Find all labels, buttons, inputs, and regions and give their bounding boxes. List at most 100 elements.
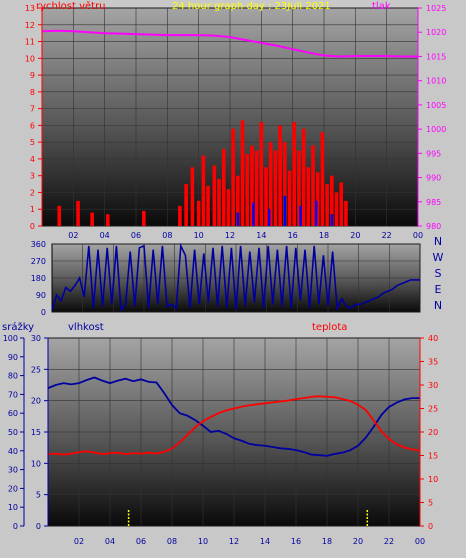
- climate-x-tick-label: 16: [291, 537, 301, 546]
- direction-tick-label: 360: [31, 240, 46, 249]
- wind-bar: [268, 142, 273, 226]
- wind-bar: [254, 150, 259, 226]
- pressure-right-tick-label: 980: [426, 222, 441, 231]
- rain-tick-label: 60: [8, 409, 18, 418]
- temperature-tick-label: 0: [428, 522, 433, 531]
- wind-left-tick-label: 4: [30, 155, 35, 164]
- wind-bar: [217, 179, 221, 226]
- climate-x-tick-label: 14: [260, 537, 270, 546]
- wind-left-tick-label: 8: [30, 88, 35, 97]
- wind-grid: [42, 7, 419, 227]
- climate-x-tick-label: 20: [353, 537, 363, 546]
- wind-left-tick-label: 0: [30, 222, 35, 231]
- wind-bar: [278, 125, 282, 226]
- climate-x-axis: 02 04 06 08 10 12 14 16 18 20 22 00: [74, 537, 425, 546]
- wind-bar: [273, 150, 278, 226]
- direction-left-axis: 0 90 180 270 360: [31, 240, 46, 317]
- pressure-right-tick-label: 995: [426, 149, 441, 158]
- wind-x-tick-label: 14: [256, 231, 266, 240]
- pressure-series: [41, 29, 418, 58]
- gust-series: [236, 195, 334, 226]
- wind-bar: [315, 172, 320, 226]
- gust-bar: [299, 205, 302, 226]
- wind-bar: [236, 175, 240, 226]
- wind-bar: [264, 167, 268, 226]
- humidity-tick-label: 10: [31, 459, 41, 468]
- temperature-tick-label: 30: [428, 381, 438, 390]
- direction-tick-label: 90: [36, 291, 46, 300]
- temperature-series: [47, 395, 421, 456]
- rain-axis: 0 10 20 30 40 50 60 70 80 90 100: [3, 334, 25, 531]
- chart-title: 24 hour graph day : 23Juli 2021: [172, 1, 331, 12]
- wind-bar: [201, 155, 206, 226]
- wind-x-tick-label: 20: [350, 231, 360, 240]
- temperature-tick-label: 35: [428, 358, 438, 367]
- climate-x-tick-label: 08: [167, 537, 177, 546]
- humidity-tick-label: 5: [36, 491, 41, 500]
- wind-bar: [250, 145, 254, 226]
- humidity-tick-label: 30: [31, 334, 41, 343]
- climate-x-tick-label: 06: [136, 537, 146, 546]
- temperature-tick-label: 40: [428, 334, 438, 343]
- gust-bar: [283, 195, 287, 226]
- gust-bar: [267, 209, 271, 226]
- compass-label: E: [435, 283, 442, 296]
- gust-bar: [252, 202, 255, 226]
- wind-bar: [344, 200, 348, 226]
- climate-x-tick-label: 12: [229, 537, 239, 546]
- rain-tick-label: 90: [8, 353, 18, 362]
- wind-bar: [259, 122, 264, 226]
- wind-left-tick-label: 9: [30, 71, 35, 80]
- compass-label: N: [434, 235, 442, 248]
- rain-tick-label: 20: [8, 484, 18, 493]
- wind-bar: [142, 210, 146, 226]
- wind-x-tick-label: 08: [162, 231, 172, 240]
- wind-bar: [178, 205, 182, 226]
- wind-bar: [287, 170, 292, 226]
- wind-left-tick-label: 12: [25, 21, 35, 30]
- wind-x-tick-label: 12: [225, 231, 235, 240]
- wind-x-tick-label: 18: [319, 231, 329, 240]
- pressure-right-tick-label: 1005: [426, 101, 446, 110]
- rain-tick-label: 80: [8, 372, 18, 381]
- wind-bar: [106, 214, 110, 226]
- gust-bar: [330, 214, 334, 226]
- humidity-axis: 0 5 10 15 20 25 30: [31, 334, 49, 531]
- rain-tick-label: 70: [8, 390, 18, 399]
- wind-x-tick-label: 04: [100, 231, 110, 240]
- pressure-right-tick-label: 1015: [426, 52, 446, 61]
- rain-tick-label: 100: [3, 334, 18, 343]
- wind-left-tick-label: 13: [25, 4, 35, 13]
- climate-x-tick-label: 04: [105, 537, 115, 546]
- wind-bar: [190, 167, 195, 226]
- wind-left-tick-label: 11: [25, 38, 35, 47]
- wind-x-tick-label: 00: [413, 231, 423, 240]
- temperature-tick-label: 15: [428, 452, 438, 461]
- compass-label: N: [434, 299, 442, 312]
- pressure-right-tick-label: 990: [426, 174, 441, 183]
- pressure-right-axis: 980 985 990 995 1000 1005 1010 1015 1020 1025: [417, 4, 446, 231]
- compass-label: W: [433, 251, 444, 264]
- rain-axis-label: srážky: [2, 321, 34, 333]
- direction-tick-label: 270: [31, 257, 46, 266]
- pressure-right-tick-label: 1010: [426, 77, 446, 86]
- wind-left-tick-label: 3: [30, 172, 35, 181]
- humidity-line: [47, 376, 420, 457]
- wind-left-tick-label: 2: [30, 188, 35, 197]
- pressure-axis-label: tlak: [372, 1, 391, 12]
- temperature-axis: 0 5 10 15 20 25 30 35 40: [419, 334, 438, 531]
- climate-grid: [48, 337, 421, 527]
- gust-bar: [236, 212, 240, 226]
- wind-bar: [292, 122, 297, 226]
- rain-tick-label: 40: [8, 447, 18, 456]
- temperature-tick-label: 20: [428, 428, 438, 437]
- gust-bar: [314, 200, 318, 226]
- wind-left-tick-label: 1: [30, 205, 35, 214]
- wind-bar: [240, 120, 245, 226]
- wind-bar: [90, 212, 94, 226]
- wind-bar: [334, 192, 339, 226]
- wind-bar: [245, 153, 250, 226]
- rain-tick-label: 10: [8, 503, 18, 512]
